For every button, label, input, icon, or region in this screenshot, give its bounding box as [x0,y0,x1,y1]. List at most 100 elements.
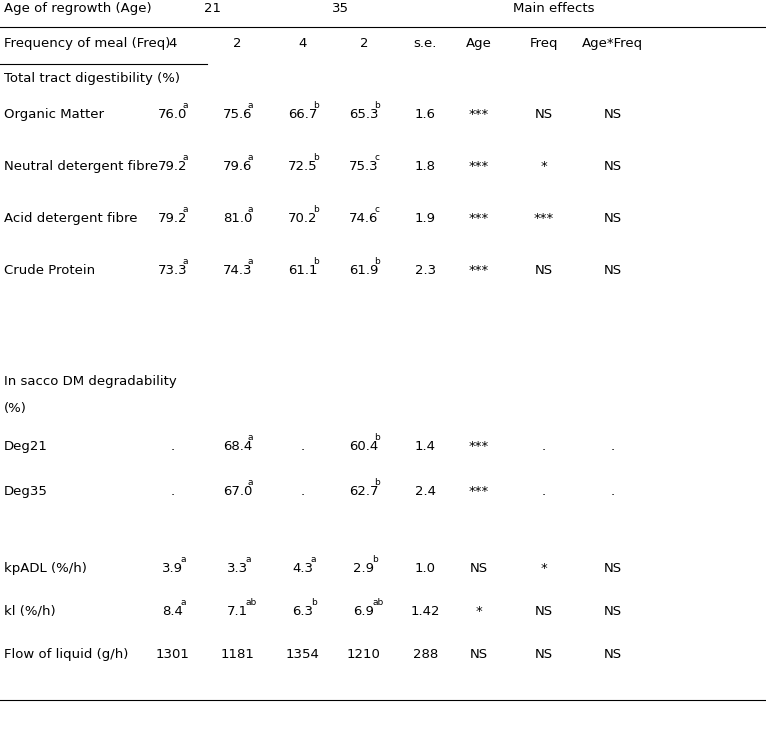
Text: Total tract digestibility (%): Total tract digestibility (%) [4,72,180,85]
Text: 2.3: 2.3 [414,264,436,277]
Text: NS: NS [604,605,622,618]
Text: ***: *** [469,485,489,498]
Text: 79.2: 79.2 [158,212,187,225]
Text: s.e.: s.e. [414,37,437,50]
Text: a: a [181,555,186,565]
Text: a: a [247,153,254,162]
Text: 60.4: 60.4 [349,440,378,453]
Text: 8.4: 8.4 [162,605,183,618]
Text: kl (%/h): kl (%/h) [4,605,55,618]
Text: b: b [374,101,380,110]
Text: 3.3: 3.3 [227,562,248,575]
Text: NS: NS [604,562,622,575]
Text: 68.4: 68.4 [223,440,252,453]
Text: In sacco DM degradability: In sacco DM degradability [4,375,177,388]
Text: 4: 4 [169,37,176,50]
Text: ***: *** [469,440,489,453]
Text: 67.0: 67.0 [223,485,252,498]
Text: 2.4: 2.4 [414,485,436,498]
Text: .: . [170,485,175,498]
Text: Freq: Freq [529,37,558,50]
Text: *: * [541,562,547,575]
Text: b: b [313,257,319,266]
Text: NS: NS [535,264,553,277]
Text: 2: 2 [359,37,368,50]
Text: 4.3: 4.3 [292,562,313,575]
Text: 1.6: 1.6 [414,108,436,121]
Text: a: a [247,433,254,443]
Text: ***: *** [469,108,489,121]
Text: b: b [372,555,378,565]
Text: 74.6: 74.6 [349,212,378,225]
Text: a: a [311,555,316,565]
Text: 76.0: 76.0 [158,108,187,121]
Text: ab: ab [246,598,257,607]
Text: 6.9: 6.9 [353,605,375,618]
Text: 72.5: 72.5 [288,160,317,173]
Text: 61.9: 61.9 [349,264,378,277]
Text: 79.2: 79.2 [158,160,187,173]
Text: Deg35: Deg35 [4,485,47,498]
Text: a: a [182,257,188,266]
Text: Age of regrowth (Age): Age of regrowth (Age) [4,2,152,15]
Text: a: a [247,257,254,266]
Text: 1.8: 1.8 [414,160,436,173]
Text: 1181: 1181 [221,648,254,661]
Text: .: . [170,440,175,453]
Text: 73.3: 73.3 [158,264,187,277]
Text: a: a [182,205,188,214]
Text: Age: Age [466,37,492,50]
Text: NS: NS [604,212,622,225]
Text: Age*Freq: Age*Freq [582,37,643,50]
Text: ***: *** [534,212,554,225]
Text: a: a [247,205,254,214]
Text: 288: 288 [413,648,437,661]
Text: 2: 2 [233,37,242,50]
Text: ab: ab [372,598,383,607]
Text: 7.1: 7.1 [227,605,248,618]
Text: Organic Matter: Organic Matter [4,108,104,121]
Text: Main effects: Main effects [512,2,594,15]
Text: Frequency of meal (Freq): Frequency of meal (Freq) [4,37,170,50]
Text: NS: NS [535,605,553,618]
Text: 65.3: 65.3 [349,108,378,121]
Text: 2.9: 2.9 [353,562,375,575]
Text: 70.2: 70.2 [288,212,317,225]
Text: ***: *** [469,160,489,173]
Text: 6.3: 6.3 [292,605,313,618]
Text: 79.6: 79.6 [223,160,252,173]
Text: .: . [542,485,546,498]
Text: 66.7: 66.7 [288,108,317,121]
Text: NS: NS [535,108,553,121]
Text: 1210: 1210 [347,648,381,661]
Text: b: b [313,205,319,214]
Text: .: . [611,440,615,453]
Text: a: a [247,478,254,487]
Text: 75.6: 75.6 [223,108,252,121]
Text: NS: NS [604,264,622,277]
Text: c: c [374,153,379,162]
Text: (%): (%) [4,402,27,415]
Text: .: . [300,440,305,453]
Text: .: . [611,485,615,498]
Text: ***: *** [469,212,489,225]
Text: 62.7: 62.7 [349,485,378,498]
Text: b: b [313,153,319,162]
Text: b: b [374,257,380,266]
Text: b: b [374,433,380,443]
Text: a: a [246,555,251,565]
Text: 81.0: 81.0 [223,212,252,225]
Text: 1.4: 1.4 [414,440,436,453]
Text: 75.3: 75.3 [349,160,378,173]
Text: a: a [247,101,254,110]
Text: NS: NS [604,108,622,121]
Text: NS: NS [604,160,622,173]
Text: NS: NS [535,648,553,661]
Text: 74.3: 74.3 [223,264,252,277]
Text: 1.42: 1.42 [411,605,440,618]
Text: .: . [542,440,546,453]
Text: Acid detergent fibre: Acid detergent fibre [4,212,137,225]
Text: NS: NS [470,648,488,661]
Text: 1.9: 1.9 [414,212,436,225]
Text: 21: 21 [204,2,221,15]
